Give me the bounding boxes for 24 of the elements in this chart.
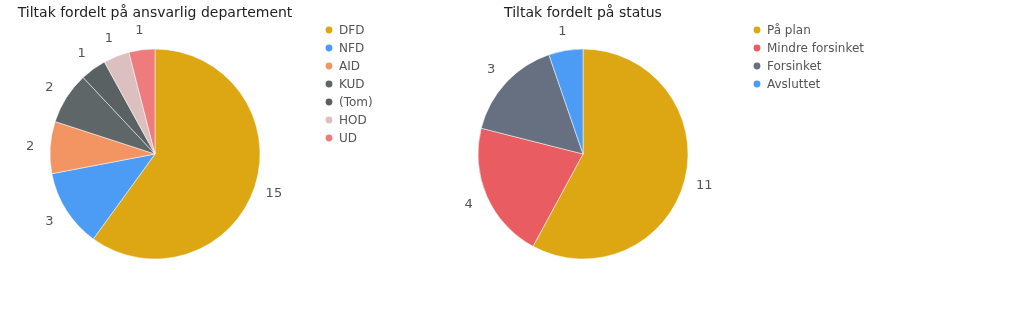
- data-label: 4: [464, 196, 473, 212]
- legend-label: HOD: [339, 113, 367, 127]
- data-label: 1: [104, 29, 114, 45]
- data-label: 15: [265, 184, 283, 200]
- data-label: 3: [45, 212, 54, 228]
- data-label: 2: [26, 138, 35, 154]
- legend-label: KUD: [339, 77, 365, 91]
- legend-label: UD: [339, 131, 358, 145]
- legend-label: Forsinket: [767, 59, 822, 73]
- legend-label: NFD: [339, 41, 365, 55]
- chart-title: Tiltak fordelt på status: [503, 4, 662, 20]
- legend-label: Mindre forsinket: [767, 41, 865, 55]
- chart-title: Tiltak fordelt på ansvarlig departement: [16, 3, 293, 20]
- legend-label: DFD: [339, 23, 365, 37]
- data-label: 1: [135, 21, 144, 37]
- legend-label: På plan: [767, 23, 811, 37]
- data-label: 2: [45, 79, 54, 95]
- legend-label: (Tom): [339, 95, 373, 109]
- data-label: 1: [77, 44, 86, 60]
- data-label: 3: [486, 61, 496, 77]
- legend-label: AID: [339, 59, 360, 73]
- legend-label: Avsluttet: [767, 77, 821, 91]
- data-label: 1: [558, 22, 567, 38]
- data-label: 11: [695, 176, 713, 192]
